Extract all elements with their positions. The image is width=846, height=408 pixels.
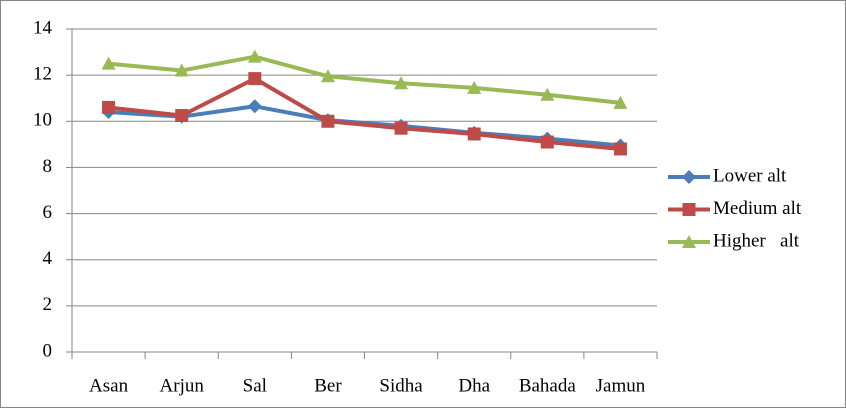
point (247, 49, 262, 63)
x-tick-label: Jamun (596, 375, 646, 396)
point (175, 109, 189, 123)
series-line (108, 54, 621, 105)
point (101, 56, 116, 70)
point (320, 69, 335, 83)
point (247, 99, 262, 114)
point (248, 72, 262, 86)
x-tick-label: Dha (458, 375, 490, 396)
y-tick-label: 8 (43, 156, 53, 177)
y-tick-label: 12 (33, 64, 52, 85)
y-tick-label: 4 (43, 248, 53, 269)
point (682, 203, 696, 216)
x-tick-label: Arjun (160, 375, 205, 396)
y-tick-label: 14 (33, 17, 53, 38)
y-tick-label: 10 (33, 110, 52, 131)
x-tick-label: Asan (89, 375, 129, 396)
point (540, 87, 555, 101)
x-tick-label: Sal (243, 375, 267, 396)
point (174, 63, 189, 77)
x-tick-label: Bahada (519, 375, 577, 396)
point (102, 100, 116, 114)
point (394, 76, 409, 90)
point (682, 235, 696, 248)
legend-label: Higher alt (713, 230, 800, 251)
legend-label: Medium alt (713, 198, 802, 219)
legend-label: Lower alt (713, 165, 787, 186)
point (467, 127, 481, 141)
point (682, 170, 696, 184)
point (394, 121, 408, 135)
point (321, 114, 335, 128)
x-tick-label: Ber (314, 375, 342, 396)
point (613, 95, 628, 109)
x-tick-label: Sidha (379, 375, 423, 396)
point (467, 80, 482, 94)
y-tick-label: 0 (43, 340, 53, 361)
series-line (108, 76, 621, 151)
point (540, 135, 554, 149)
point (613, 142, 627, 156)
y-tick-label: 2 (43, 294, 53, 315)
y-tick-label: 6 (43, 202, 53, 223)
